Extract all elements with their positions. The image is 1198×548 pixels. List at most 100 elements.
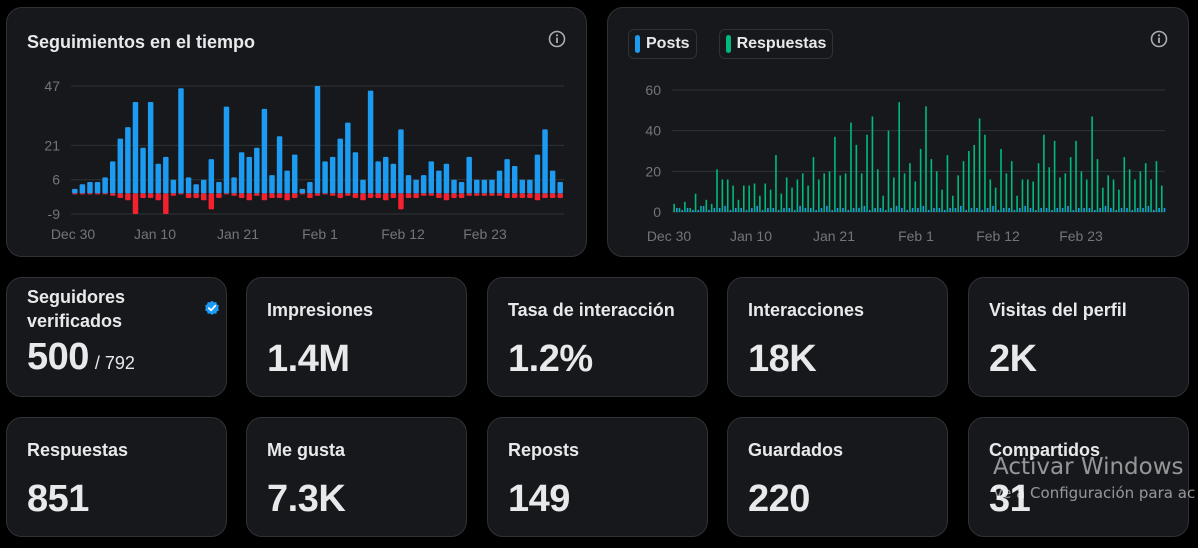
bar-posts[interactable]: [965, 209, 967, 212]
bar-posts[interactable]: [820, 207, 823, 212]
bar-posts[interactable]: [1158, 207, 1160, 212]
bar-posts[interactable]: [1035, 209, 1037, 212]
bar-follows[interactable]: [504, 159, 510, 194]
bar-unfollows[interactable]: [428, 193, 434, 196]
bar-replies[interactable]: [935, 171, 938, 212]
bar-posts[interactable]: [751, 207, 753, 212]
bar-replies[interactable]: [700, 205, 702, 212]
bar-replies[interactable]: [689, 207, 692, 212]
bar-replies[interactable]: [743, 185, 745, 212]
bar-posts[interactable]: [874, 207, 876, 212]
bar-replies[interactable]: [807, 185, 809, 212]
bar-replies[interactable]: [855, 144, 858, 212]
bar-replies[interactable]: [1128, 169, 1131, 212]
bar-posts[interactable]: [1083, 207, 1085, 212]
bar-replies[interactable]: [823, 173, 825, 212]
bar-posts[interactable]: [1152, 209, 1155, 212]
bar-unfollows[interactable]: [246, 193, 252, 201]
bar-replies[interactable]: [957, 175, 959, 212]
bar-posts[interactable]: [895, 205, 898, 212]
bar-replies[interactable]: [1016, 195, 1018, 212]
bar-posts[interactable]: [1136, 207, 1139, 212]
bar-unfollows[interactable]: [489, 193, 495, 196]
bar-replies[interactable]: [1000, 148, 1002, 212]
bar-posts[interactable]: [970, 207, 973, 212]
bar-posts[interactable]: [724, 205, 726, 212]
bar-replies[interactable]: [678, 207, 681, 212]
bar-posts[interactable]: [804, 207, 807, 212]
bar-unfollows[interactable]: [481, 193, 488, 196]
bar-posts[interactable]: [692, 209, 694, 212]
bar-replies[interactable]: [684, 201, 686, 212]
bar-unfollows[interactable]: [269, 193, 275, 198]
bar-follows[interactable]: [170, 179, 177, 194]
bar-posts[interactable]: [933, 207, 935, 212]
bar-replies[interactable]: [753, 183, 756, 212]
bar-replies[interactable]: [1160, 185, 1163, 212]
bar-posts[interactable]: [1002, 207, 1005, 212]
bar-posts[interactable]: [1126, 207, 1128, 212]
bar-follows[interactable]: [292, 154, 298, 194]
bar-replies[interactable]: [1043, 134, 1045, 212]
bar-unfollows[interactable]: [436, 193, 442, 198]
bar-unfollows[interactable]: [451, 193, 457, 198]
bar-posts[interactable]: [702, 205, 705, 212]
bar-follows[interactable]: [367, 90, 374, 194]
bar-unfollows[interactable]: [125, 193, 131, 201]
bar-replies[interactable]: [1080, 171, 1083, 212]
bar-follows[interactable]: [72, 188, 78, 194]
bar-replies[interactable]: [962, 161, 965, 212]
bar-posts[interactable]: [1013, 209, 1016, 212]
bar-posts[interactable]: [1110, 207, 1112, 212]
bar-follows[interactable]: [428, 161, 434, 194]
bar-replies[interactable]: [930, 159, 933, 212]
bar-unfollows[interactable]: [132, 193, 139, 214]
bar-unfollows[interactable]: [534, 193, 541, 201]
bar-follows[interactable]: [360, 179, 366, 194]
bar-posts[interactable]: [686, 207, 689, 212]
bar-replies[interactable]: [866, 134, 868, 212]
bar-replies[interactable]: [1096, 159, 1099, 212]
bar-posts[interactable]: [938, 207, 941, 212]
bar-posts[interactable]: [885, 209, 887, 212]
bar-posts[interactable]: [906, 209, 909, 212]
bar-replies[interactable]: [1059, 177, 1061, 212]
bar-unfollows[interactable]: [390, 193, 397, 198]
bar-replies[interactable]: [893, 177, 895, 212]
bar-replies[interactable]: [764, 183, 767, 212]
bar-unfollows[interactable]: [155, 193, 161, 201]
bar-follows[interactable]: [549, 170, 556, 194]
bar-replies[interactable]: [1032, 181, 1034, 213]
bar-replies[interactable]: [801, 173, 804, 212]
bar-unfollows[interactable]: [254, 193, 260, 196]
bar-follows[interactable]: [375, 161, 381, 194]
bar-replies[interactable]: [1091, 116, 1093, 212]
bar-follows[interactable]: [201, 179, 207, 194]
bar-unfollows[interactable]: [383, 193, 389, 201]
bar-follows[interactable]: [390, 163, 397, 194]
bar-unfollows[interactable]: [549, 193, 556, 198]
bar-posts[interactable]: [847, 209, 850, 212]
bar-follows[interactable]: [216, 182, 222, 194]
bar-follows[interactable]: [117, 138, 124, 194]
bar-unfollows[interactable]: [527, 193, 533, 198]
bar-follows[interactable]: [474, 179, 480, 194]
bar-follows[interactable]: [102, 177, 108, 194]
bar-replies[interactable]: [737, 199, 740, 212]
bar-unfollows[interactable]: [193, 193, 199, 198]
bar-follows[interactable]: [254, 147, 260, 194]
bar-unfollows[interactable]: [87, 193, 93, 195]
bar-unfollows[interactable]: [299, 193, 306, 195]
bar-unfollows[interactable]: [458, 193, 465, 198]
info-icon[interactable]: [1150, 30, 1168, 48]
bar-posts[interactable]: [718, 207, 721, 212]
bar-unfollows[interactable]: [398, 193, 404, 210]
bar-follows[interactable]: [542, 129, 548, 194]
bar-follows[interactable]: [193, 184, 199, 194]
bar-follows[interactable]: [307, 182, 313, 194]
bar-follows[interactable]: [299, 188, 306, 194]
bar-replies[interactable]: [973, 144, 976, 212]
bar-posts[interactable]: [917, 207, 919, 212]
bar-unfollows[interactable]: [329, 193, 336, 196]
bar-follows[interactable]: [125, 127, 131, 194]
